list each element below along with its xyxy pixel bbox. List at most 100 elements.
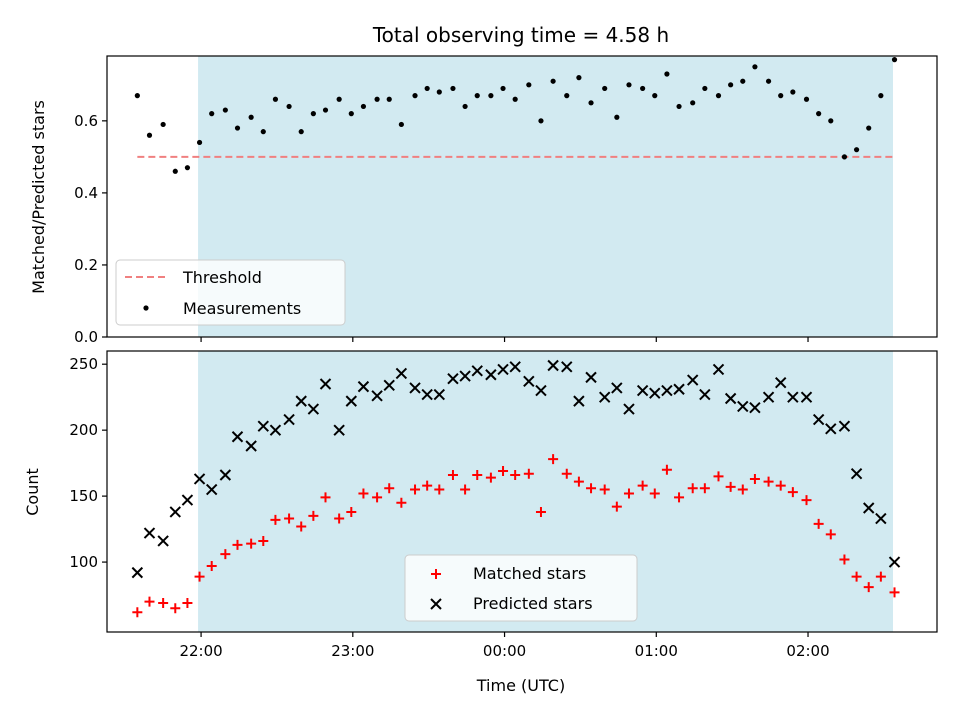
x-tick-label: 00:00 <box>483 642 526 660</box>
data-point <box>863 502 875 514</box>
data-point <box>205 483 218 496</box>
data-point <box>421 388 433 401</box>
data-point <box>538 118 544 124</box>
data-point <box>673 383 685 395</box>
data-point <box>737 400 749 413</box>
data-point <box>371 390 383 402</box>
data-point <box>144 596 155 607</box>
data-point <box>548 454 559 465</box>
data-point <box>334 513 345 524</box>
data-point <box>724 392 737 405</box>
data-point <box>661 384 673 397</box>
data-point <box>778 93 784 99</box>
data-point <box>450 85 456 92</box>
data-point <box>219 469 232 481</box>
data-point <box>775 376 787 389</box>
legend-label-matched: Matched stars <box>473 564 586 583</box>
data-point <box>611 501 622 512</box>
data-point <box>564 93 570 99</box>
data-point <box>813 518 824 529</box>
data-point <box>523 468 534 479</box>
data-point <box>737 484 748 495</box>
data-point <box>308 510 319 521</box>
data-point <box>602 85 608 92</box>
data-point <box>220 549 231 560</box>
data-point <box>232 539 243 550</box>
data-point <box>889 587 900 598</box>
data-point <box>284 513 295 524</box>
x-axis-label: Time (UTC) <box>476 676 565 695</box>
top-y-tick-label: 0.0 <box>74 328 98 346</box>
data-point <box>409 382 421 394</box>
bottom-legend: Matched stars Predicted stars <box>404 554 638 622</box>
data-point <box>765 78 772 84</box>
data-point <box>245 440 257 452</box>
bottom-y-tick-label: 200 <box>69 421 98 439</box>
data-point <box>611 382 623 394</box>
data-point <box>866 125 872 131</box>
legend-label-predicted: Predicted stars <box>473 594 593 613</box>
data-point <box>850 467 863 480</box>
data-point <box>652 93 658 99</box>
data-point <box>623 488 634 499</box>
top-y-tick-label: 0.6 <box>74 112 98 130</box>
top-legend-box <box>115 259 346 326</box>
data-point <box>838 420 851 432</box>
data-point <box>360 103 367 110</box>
data-point <box>728 82 734 88</box>
data-point <box>763 476 774 487</box>
legend-matched-swatch <box>431 569 441 579</box>
data-point <box>296 521 307 532</box>
data-point <box>550 78 556 84</box>
data-point <box>561 468 572 479</box>
data-point <box>825 529 836 540</box>
legend-label-measurements: Measurements <box>183 299 301 318</box>
data-point <box>676 103 682 110</box>
data-point <box>234 125 241 131</box>
data-point <box>715 93 722 99</box>
legend-label-threshold: Threshold <box>182 268 262 287</box>
data-point <box>384 483 395 494</box>
data-point <box>322 107 329 113</box>
data-point <box>649 488 660 499</box>
data-point <box>512 96 518 102</box>
data-point <box>674 492 685 503</box>
bottom-y-tick-label: 100 <box>69 553 98 571</box>
data-point <box>485 472 496 483</box>
data-point <box>269 424 282 436</box>
data-point <box>839 554 850 565</box>
data-point <box>260 129 266 135</box>
data-point <box>649 387 661 399</box>
data-point <box>891 57 898 63</box>
data-point <box>626 82 632 88</box>
data-point <box>447 470 458 481</box>
data-point <box>433 388 446 401</box>
data-point <box>752 64 758 70</box>
data-point <box>586 483 597 494</box>
data-point <box>333 424 345 436</box>
data-point <box>800 391 813 403</box>
data-point <box>523 375 535 388</box>
top-y-axis-label: Matched/Predicted stars <box>29 100 48 294</box>
data-point <box>319 378 332 390</box>
data-point <box>749 402 761 414</box>
data-point <box>875 571 886 582</box>
data-point <box>787 487 798 498</box>
data-point <box>740 78 746 84</box>
data-point <box>320 492 331 503</box>
data-point <box>888 556 901 568</box>
top-plot-area: 0.0 0.2 0.4 0.6 Threshold Measurements <box>74 55 938 346</box>
data-point <box>395 367 408 380</box>
data-point <box>157 535 169 547</box>
data-point <box>471 365 483 377</box>
data-point <box>460 484 471 495</box>
data-point <box>485 369 497 381</box>
data-point <box>535 384 547 397</box>
data-point <box>699 388 711 401</box>
data-point <box>661 464 672 475</box>
data-point <box>447 372 459 385</box>
data-point <box>258 535 269 546</box>
data-point <box>398 121 404 128</box>
data-point <box>434 484 445 495</box>
data-point <box>459 370 471 382</box>
